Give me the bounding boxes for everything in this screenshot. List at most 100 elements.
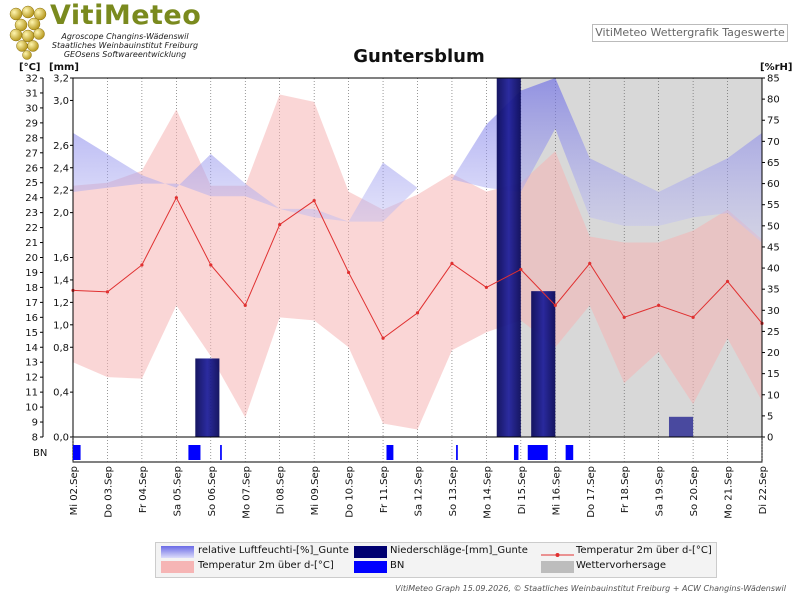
precip-tick-label: 0,0 (53, 433, 69, 444)
temperature-point (347, 270, 351, 275)
x-tick-label: Mi 09.Sep (310, 466, 321, 515)
humidity-tick-label: 40 (767, 264, 780, 275)
x-tick-label: So 06.Sep (207, 466, 218, 516)
humidity-tick-label: 20 (767, 348, 780, 359)
temp-tick-label: 16 (25, 313, 38, 324)
temp-tick-label: 11 (25, 388, 38, 399)
precip-tick-label: 2,0 (53, 208, 69, 219)
humidity-tick-label: 25 (767, 327, 780, 338)
x-tick-label: Fr 18.Sep (620, 466, 631, 513)
x-tick-label: Sa 05.Sep (172, 466, 183, 516)
temperature-point (174, 196, 178, 200)
temp-tick-label: 29 (25, 118, 38, 129)
x-tick-label: Mo 14.Sep (482, 466, 493, 519)
temp-tick-label: 31 (25, 88, 38, 99)
precip-axis-label: [mm] (49, 62, 79, 73)
temp-tick-label: 17 (25, 298, 38, 309)
humidity-tick-label: 0 (767, 433, 773, 444)
temp-tick-label: 22 (25, 223, 38, 234)
legend-swatch-temp-band (161, 561, 194, 573)
x-tick-label: Sa 19.Sep (655, 466, 666, 516)
x-tick-label: Mi 16.Sep (551, 466, 562, 515)
precip-bar (195, 358, 220, 437)
temp-tick-label: 13 (25, 358, 38, 369)
x-tick-label: So 13.Sep (448, 466, 459, 516)
chart-legend: relative Luftfeuchti-[%]_Gunte Niederschl… (155, 542, 717, 578)
temp-tick-label: 21 (25, 238, 38, 249)
temperature-point (278, 222, 282, 227)
temperature-point (381, 336, 385, 340)
x-tick-label: Do 10.Sep (345, 466, 356, 518)
precip-tick-label: 0,8 (53, 343, 69, 354)
precip-tick-label: 0,4 (53, 388, 69, 399)
temperature-point (553, 303, 557, 307)
legend-swatch-precip (354, 546, 387, 558)
precip-tick-label: 2,6 (53, 141, 69, 152)
x-tick-label: Di 15.Sep (517, 466, 528, 514)
temperature-range-band (73, 94, 762, 430)
humidity-tick-label: 35 (767, 285, 780, 296)
temp-tick-label: 26 (25, 163, 38, 174)
temp-tick-label: 28 (25, 133, 38, 144)
humidity-tick-label: 60 (767, 179, 780, 190)
humidity-axis-label: [%rH] (760, 62, 792, 73)
humidity-tick-label: 75 (767, 116, 780, 127)
humidity-tick-label: 85 (767, 74, 780, 85)
legend-swatch-temp-line (541, 546, 574, 558)
temperature-point (519, 267, 523, 272)
legend-label: Wettervorhersage (576, 560, 666, 571)
x-tick-label: Do 17.Sep (586, 466, 597, 518)
precip-tick-label: 1,6 (53, 253, 69, 264)
temp-tick-label: 9 (32, 418, 38, 429)
x-tick-label: Mo 21.Sep (724, 466, 735, 519)
temp-tick-label: 8 (32, 433, 38, 444)
forecast-precip-bar (668, 416, 694, 437)
temp-tick-label: 15 (25, 328, 38, 339)
bn-bar (565, 445, 574, 460)
temperature-point (622, 315, 626, 319)
bn-bar (513, 445, 519, 460)
precip-tick-label: 1,0 (53, 320, 69, 331)
x-tick-label: Mo 07.Sep (241, 466, 252, 519)
x-tick-label: Fr 04.Sep (138, 466, 149, 513)
temp-tick-label: 32 (25, 74, 38, 85)
legend-label: BN (390, 560, 405, 571)
temp-tick-label: 30 (25, 103, 38, 114)
precip-tick-label: 1,4 (53, 275, 69, 286)
temperature-point (484, 285, 488, 290)
vitimeteo-logo: VitiMeteo Agroscope Changins-Wädenswil S… (6, 0, 206, 60)
legend-label: Niederschläge-[mm]_Gunte (390, 545, 528, 556)
temperature-point (243, 303, 247, 307)
chart-title: Guntersblum (353, 46, 485, 67)
temperature-point (312, 199, 316, 203)
humidity-tick-label: 45 (767, 242, 780, 253)
temp-tick-label: 23 (25, 208, 38, 219)
temp-tick-label: 27 (25, 148, 38, 159)
logo-line: Agroscope Changins-Wädenswil (61, 32, 189, 41)
precip-tick-label: 2,2 (53, 186, 69, 197)
temp-tick-label: 14 (25, 343, 38, 354)
legend-label: relative Luftfeuchti-[%]_Gunte (198, 545, 349, 556)
x-tick-label: Mi 02.Sep (69, 466, 80, 515)
temp-tick-label: 18 (25, 283, 38, 294)
temperature-point (725, 279, 730, 284)
humidity-tick-label: 30 (767, 306, 780, 317)
bn-bar (220, 445, 222, 460)
x-tick-label: Sa 12.Sep (414, 466, 425, 516)
temp-tick-label: 19 (25, 268, 38, 279)
temperature-point (588, 261, 592, 266)
humidity-tick-label: 10 (767, 390, 780, 401)
precip-tick-label: 3,2 (53, 74, 69, 85)
footer-credit: VitiMeteo Graph 15.09.2026, © Staatliche… (395, 584, 786, 593)
temperature-point (450, 261, 454, 266)
bn-bar (527, 445, 548, 460)
humidity-tick-label: 55 (767, 200, 780, 211)
humidity-tick-label: 5 (767, 411, 773, 422)
temp-tick-label: 24 (25, 193, 38, 204)
temp-tick-label: 10 (25, 403, 38, 414)
bn-bar (386, 445, 394, 460)
legend-swatch-bn (354, 561, 387, 573)
temp-axis-label: [°C] (19, 62, 40, 73)
humidity-tick-label: 70 (767, 137, 780, 148)
grape-icon (9, 5, 47, 60)
